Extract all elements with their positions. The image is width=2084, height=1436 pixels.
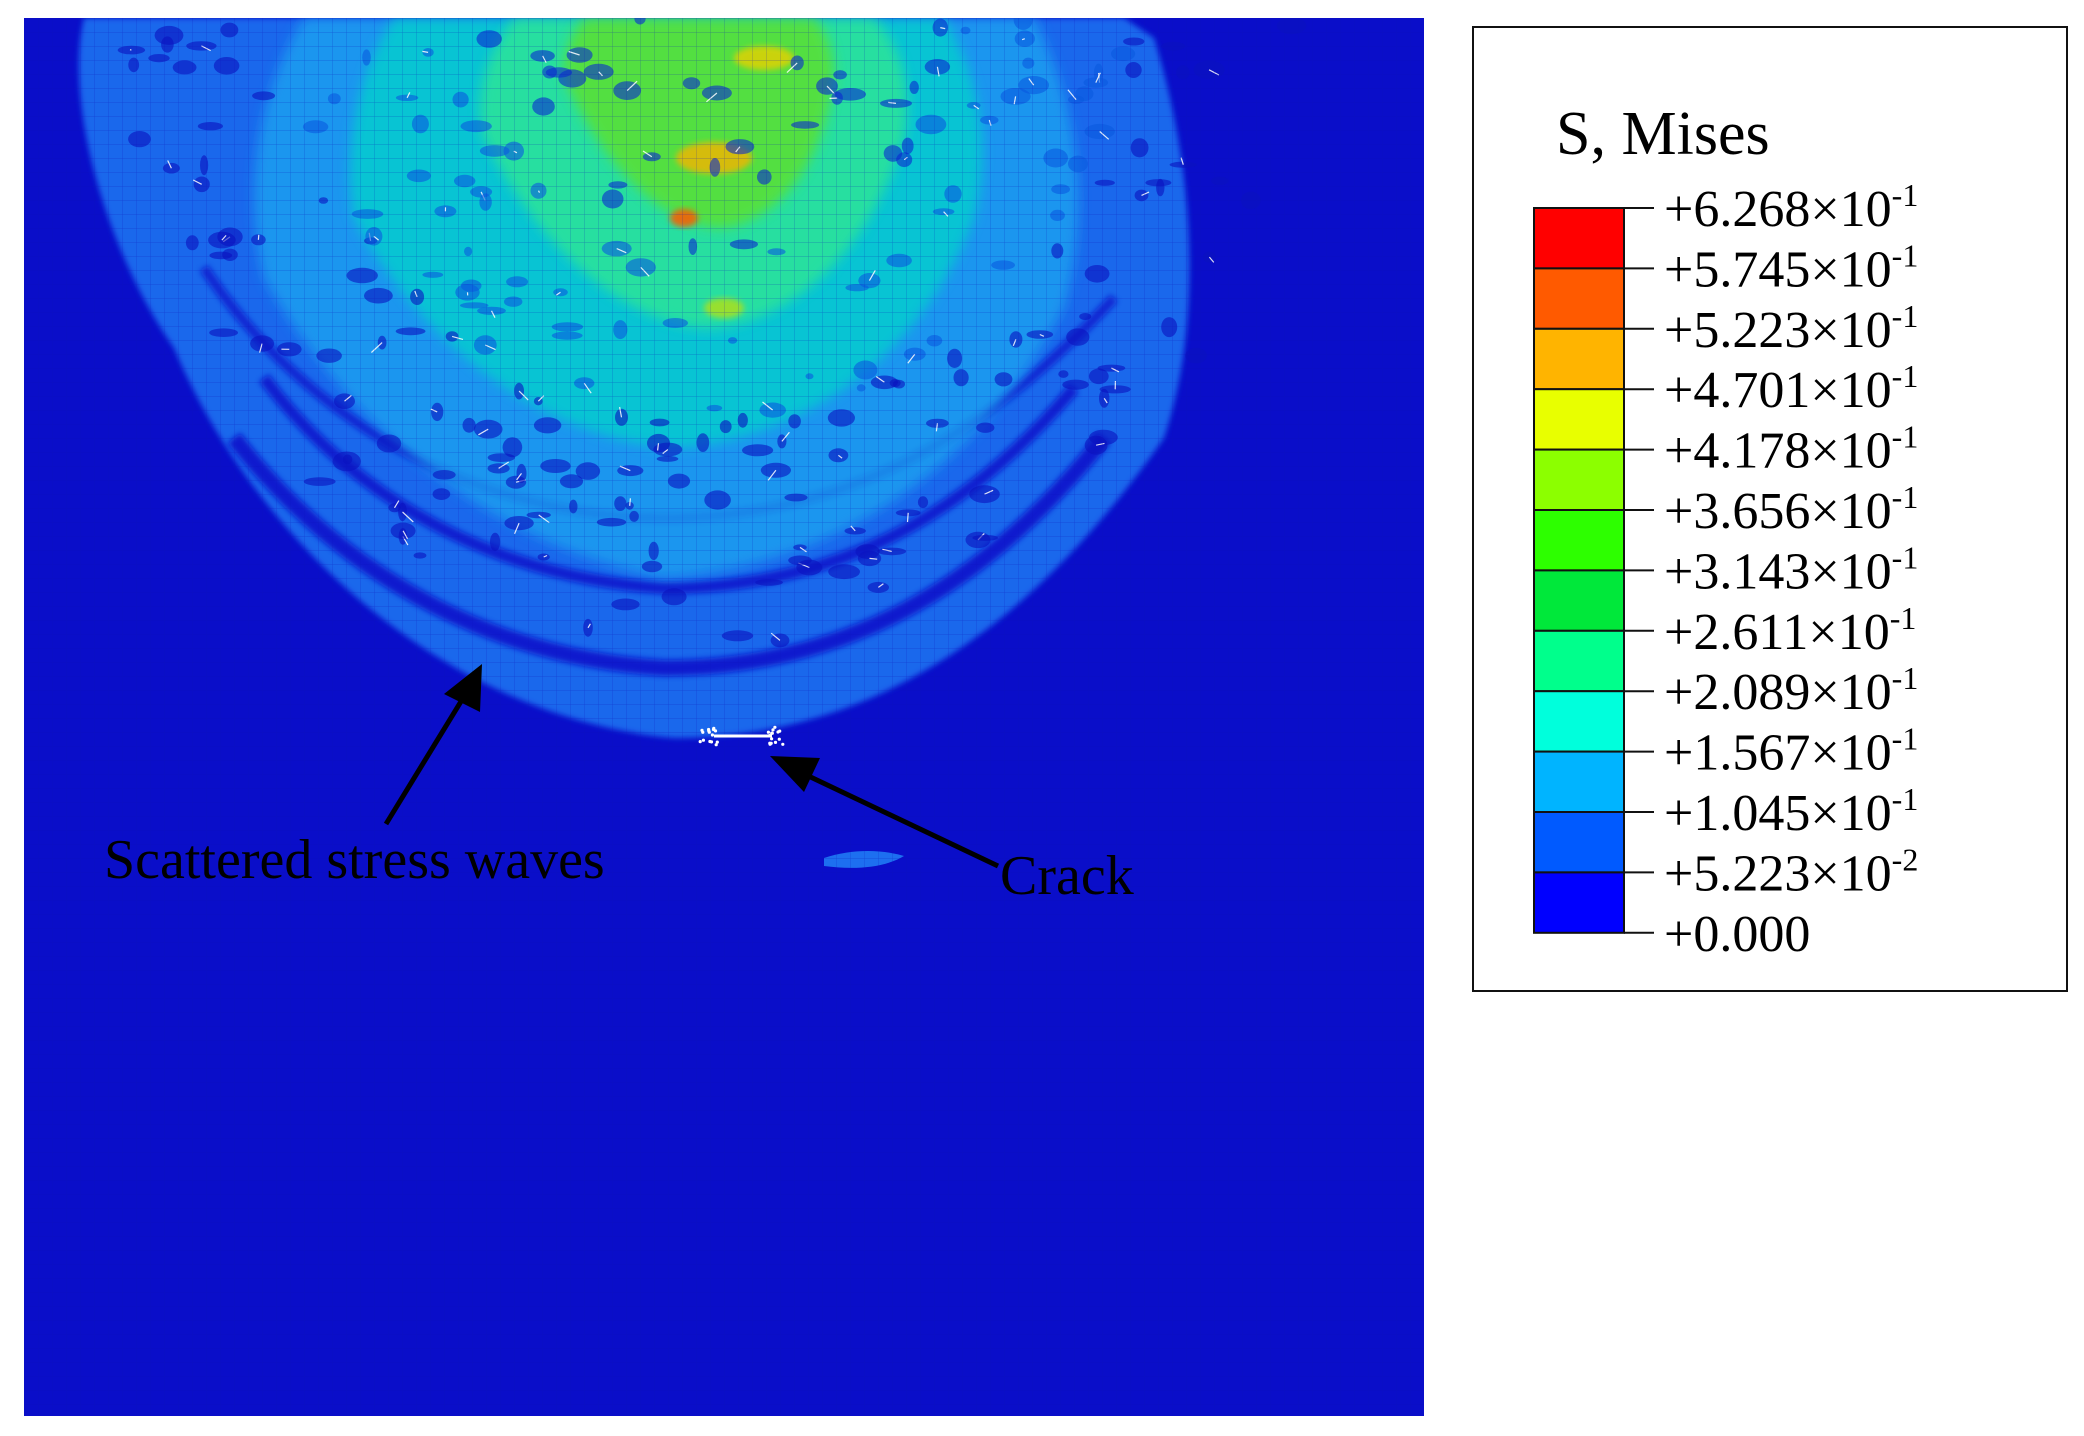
legend-band-9 bbox=[1533, 750, 1625, 813]
annotation-scattered-waves: Scattered stress waves bbox=[104, 829, 605, 891]
legend-label-10: +1.045×10-1 bbox=[1664, 781, 1918, 842]
legend-label-12: +0.000 bbox=[1664, 906, 1810, 963]
legend-label-7: +2.611×10-1 bbox=[1664, 600, 1916, 661]
arrow-crack bbox=[770, 756, 1000, 869]
legend-band-8 bbox=[1533, 690, 1625, 753]
legend-band-4 bbox=[1533, 448, 1625, 512]
legend-band-10 bbox=[1533, 811, 1625, 874]
legend-band-1 bbox=[1533, 267, 1625, 330]
legend-title: S, Mises bbox=[1556, 100, 1770, 168]
annotation-crack: Crack bbox=[1000, 845, 1134, 907]
legend-band-11 bbox=[1533, 871, 1625, 934]
legend-label-6: +3.143×10-1 bbox=[1664, 539, 1918, 600]
legend-band-5 bbox=[1533, 509, 1625, 572]
crack bbox=[698, 725, 785, 747]
legend-band-0 bbox=[1533, 207, 1625, 270]
legend-label-0: +6.268×10-1 bbox=[1664, 177, 1918, 238]
legend-label-1: +5.745×10-1 bbox=[1664, 237, 1918, 298]
legend-label-3: +4.701×10-1 bbox=[1664, 358, 1918, 419]
legend-label-5: +3.656×10-1 bbox=[1664, 479, 1918, 540]
legend-labels: +6.268×10-1+5.745×10-1+5.223×10-1+4.701×… bbox=[1624, 177, 1918, 963]
mesh-overlay bbox=[24, 18, 1424, 1416]
legend-label-4: +4.178×10-1 bbox=[1664, 419, 1918, 480]
legend-box: S, Mises +6.268×10-1 +5.745×10-1 +5.223×10… bbox=[1472, 26, 2068, 992]
legend-band-2 bbox=[1533, 327, 1625, 391]
legend-label-2: +5.223×10-1 bbox=[1664, 298, 1918, 359]
legend-label-8: +2.089×10-1 bbox=[1664, 660, 1918, 721]
legend-label-11: +5.223×10-2 bbox=[1664, 841, 1918, 902]
legend-band-6 bbox=[1533, 569, 1625, 632]
arrow-scattered-waves bbox=[383, 664, 482, 826]
stress-contour-plot: Scattered stress waves Crack bbox=[24, 18, 1424, 1416]
legend-band-7 bbox=[1533, 629, 1625, 693]
legend-band-3 bbox=[1533, 388, 1625, 451]
legend-colorbar bbox=[1533, 207, 1625, 934]
legend-label-9: +1.567×10-1 bbox=[1664, 721, 1918, 782]
